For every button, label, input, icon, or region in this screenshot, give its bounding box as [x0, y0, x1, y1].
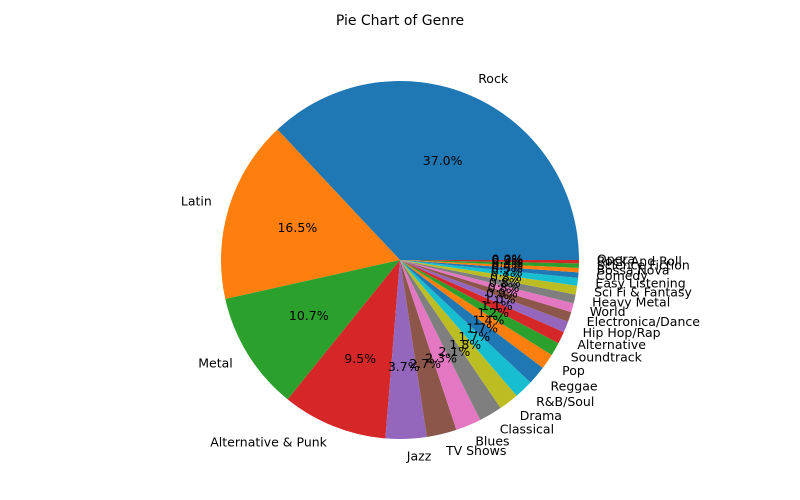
slice-alternative-punk	[287, 260, 400, 439]
label-bossa-nova: Bossa Nova	[597, 263, 670, 278]
label-alternative-punk: Alternative & Punk	[210, 434, 327, 449]
slice-tv-shows	[400, 260, 457, 437]
label-reggae: Reggae	[551, 378, 598, 393]
slice-easy-listening	[400, 260, 579, 286]
chart-title: Pie Chart of Genre	[335, 13, 465, 29]
pct-tv-shows: 2.7%	[409, 356, 441, 371]
pct-alternative-punk: 9.5%	[344, 351, 376, 366]
pct-comedy: 0.5%	[491, 261, 523, 276]
label-classical: Classical	[500, 421, 554, 436]
label-electronica-dance: Electronica/Dance	[587, 314, 701, 329]
pct-jazz: 3.7%	[388, 359, 420, 374]
pct-world: 0.8%	[488, 280, 520, 295]
pct-blues: 2.3%	[425, 351, 457, 366]
label-soundtrack: Soundtrack	[571, 350, 643, 365]
slice-electronica-dance	[400, 260, 572, 322]
label-jazz: Jazz	[406, 448, 432, 463]
pct-rock: 37.0%	[423, 153, 463, 168]
slice-sci-fi-fantasy	[400, 260, 578, 295]
pct-electronica-dance: 0.9%	[486, 286, 518, 301]
slice-world	[400, 260, 574, 313]
label-hip-hop-rap: Hip Hop/Rap	[583, 325, 661, 340]
slice-reggae	[400, 260, 543, 383]
slice-heavy-metal	[400, 260, 576, 304]
slice-rock	[277, 80, 579, 260]
pct-easy-listening: 0.7%	[491, 265, 523, 280]
label-pop: Pop	[562, 363, 585, 378]
pct-rock-and-roll: 0.3%	[492, 253, 524, 268]
label-metal: Metal	[198, 355, 233, 370]
pct-bossa-nova: 0.4%	[491, 258, 523, 273]
pct-hip-hop-rap: 1.0%	[484, 292, 516, 307]
slice-r-b-soul	[400, 260, 531, 396]
slice-pop	[400, 260, 552, 368]
pct-sci-fi-fantasy: 0.8%	[490, 270, 522, 285]
label-rock: Rock	[478, 71, 509, 86]
label-r-b-soul: R&B/Soul	[536, 394, 594, 409]
slice-blues	[400, 260, 481, 430]
pct-pop: 1.4%	[473, 312, 505, 327]
label-alternative: Alternative	[577, 337, 646, 352]
pct-metal: 10.7%	[289, 308, 329, 323]
label-latin: Latin	[181, 194, 212, 209]
slice-classical	[400, 260, 501, 420]
slice-hip-hop-rap	[400, 260, 569, 333]
pct-soundtrack: 1.2%	[477, 305, 509, 320]
label-opera: Opera	[597, 252, 635, 267]
label-rock-and-roll: Rock And Roll	[597, 253, 682, 268]
slice-comedy	[400, 260, 579, 278]
label-heavy-metal: Heavy Metal	[592, 294, 670, 309]
label-blues: Blues	[475, 433, 509, 448]
pct-latin: 16.5%	[277, 220, 317, 235]
pct-drama: 1.8%	[449, 337, 481, 352]
label-easy-listening: Easy Listening	[595, 276, 685, 291]
slice-latin	[220, 129, 400, 300]
slice-bossa-nova	[400, 260, 579, 273]
slice-soundtrack	[400, 260, 559, 355]
pie-percent-labels: 37.0%16.5%10.7%9.5%3.7%2.7%2.3%2.1%1.8%1…	[277, 153, 523, 374]
pct-reggae: 1.7%	[466, 321, 498, 336]
pct-heavy-metal: 0.8%	[489, 275, 521, 290]
slice-metal	[225, 260, 400, 400]
pct-r-b-soul: 1.7%	[458, 329, 490, 344]
slice-science-fiction	[400, 260, 579, 268]
slice-drama	[400, 260, 517, 409]
label-science-fiction: Science Fiction	[597, 258, 690, 273]
pct-alternative: 1.1%	[481, 298, 513, 313]
slice-rock-and-roll	[400, 260, 579, 264]
label-comedy: Comedy	[596, 268, 648, 283]
pie-slices	[220, 80, 579, 439]
label-drama: Drama	[520, 408, 562, 423]
pct-classical: 2.1%	[438, 344, 470, 359]
label-world: World	[590, 304, 626, 319]
slice-alternative	[400, 260, 564, 344]
pct-science-fiction: 0.4%	[491, 255, 523, 270]
label-tv-shows: TV Shows	[445, 443, 506, 458]
pie-labels: Rock Latin Metal Alternative & Punk Jazz TV S…	[181, 71, 700, 463]
pct-opera: 0.0%	[492, 252, 524, 267]
slice-jazz	[385, 260, 427, 439]
label-sci-fi-fantasy: Sci Fi & Fantasy	[594, 285, 692, 300]
